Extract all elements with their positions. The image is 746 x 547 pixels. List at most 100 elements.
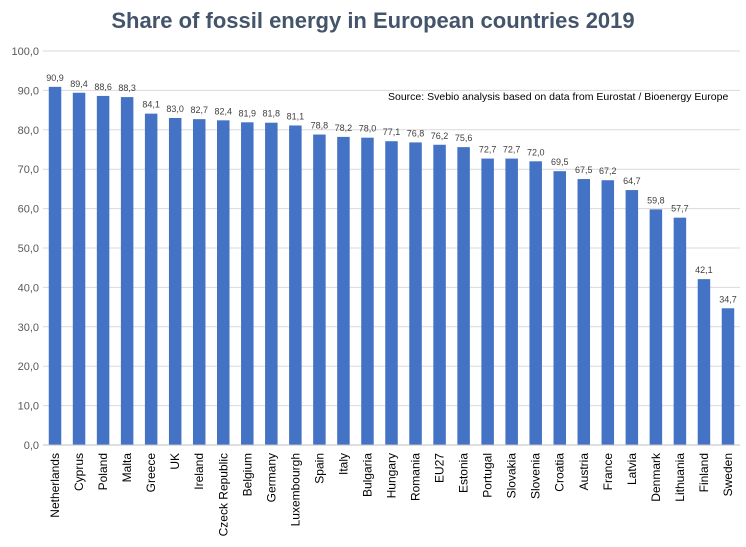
x-tick-label: Finland [697, 453, 711, 492]
data-label: 78,8 [311, 121, 329, 131]
x-tick-label: Germany [264, 453, 278, 502]
bar [120, 97, 134, 446]
x-tick-label: France [601, 453, 615, 491]
bar [553, 171, 566, 446]
data-label: 67,2 [599, 166, 617, 176]
x-tick-label: Luxembourgh [288, 453, 302, 526]
y-tick-label: 60,0 [18, 204, 39, 216]
bar [168, 117, 182, 445]
data-label: 81,9 [239, 108, 257, 118]
x-tick-label: Greece [144, 453, 158, 493]
data-label: 75,6 [455, 133, 473, 143]
x-tick-label: Estonia [457, 453, 471, 493]
data-label: 82,4 [214, 106, 232, 116]
x-tick-label: Italy [336, 453, 350, 475]
y-tick-label: 100,0 [11, 46, 39, 58]
data-label: 34,7 [719, 294, 737, 304]
bar [72, 92, 86, 445]
data-label: 67,5 [575, 165, 593, 175]
y-tick-label: 90,0 [18, 85, 39, 97]
x-tick-label: Belgium [240, 453, 254, 496]
y-tick-label: 30,0 [18, 322, 39, 334]
y-tick-label: 0,0 [24, 440, 39, 452]
data-label: 64,7 [623, 176, 641, 186]
data-label: 59,8 [647, 195, 665, 205]
x-tick-label: Spain [312, 453, 326, 484]
data-label: 82,7 [190, 105, 208, 115]
y-tick-label: 40,0 [18, 282, 39, 294]
bar [601, 180, 615, 445]
x-tick-label: Latvia [625, 453, 639, 485]
data-label: 78,0 [359, 124, 377, 134]
bar [385, 141, 398, 445]
bar [577, 179, 591, 446]
x-tick-label: Malta [120, 453, 134, 483]
data-label: 72,7 [503, 145, 521, 155]
x-tick-label: Austria [577, 453, 591, 491]
data-label: 72,0 [527, 147, 545, 157]
bar [192, 119, 206, 446]
data-label: 78,2 [335, 123, 353, 133]
bar [529, 161, 542, 445]
source-annotation: Source: Svebio analysis based on data fr… [388, 91, 729, 103]
x-tick-label: Hungary [385, 453, 399, 498]
data-label: 57,7 [671, 204, 689, 214]
x-tick-label: Slovenia [529, 453, 543, 499]
x-tick-label: Poland [96, 453, 110, 490]
bar [96, 95, 110, 445]
bar [289, 125, 302, 445]
x-tick-label: UK [168, 453, 182, 470]
bar [697, 279, 711, 445]
bar [48, 86, 62, 445]
x-tick-label: EU27 [433, 453, 447, 483]
x-tick-label: Lithuania [673, 453, 687, 502]
x-tick-label: Ireland [192, 453, 206, 490]
bar [217, 120, 230, 446]
data-label: 76,8 [407, 128, 425, 138]
bar [481, 158, 494, 445]
bar [649, 209, 663, 445]
bar [457, 147, 470, 446]
bar [625, 190, 639, 445]
x-tick-label: Bulgaria [360, 453, 374, 497]
y-tick-label: 50,0 [18, 243, 39, 255]
bar [337, 136, 350, 445]
bar [313, 134, 326, 445]
data-label: 77,1 [383, 127, 401, 137]
data-label: 76,2 [431, 131, 449, 141]
data-label: 89,4 [70, 79, 88, 89]
data-label: 69,5 [551, 157, 569, 167]
x-tick-label: Portugal [481, 453, 495, 498]
x-tick-label: Denmark [649, 452, 663, 502]
data-label: 88,3 [118, 83, 136, 93]
data-label: 81,8 [263, 109, 281, 119]
data-label: 42,1 [695, 265, 713, 275]
y-tick-label: 70,0 [18, 164, 39, 176]
x-tick-label: Croatia [553, 453, 567, 492]
data-label: 90,9 [46, 73, 64, 83]
bar [409, 142, 422, 445]
data-label: 72,7 [479, 145, 497, 155]
x-tick-label: Czeck Republic [216, 453, 230, 536]
data-label: 88,6 [94, 82, 112, 92]
y-tick-label: 20,0 [18, 361, 39, 373]
data-label: 84,1 [142, 100, 160, 110]
bar [144, 113, 158, 446]
x-tick-label: Romania [409, 453, 423, 501]
bar [361, 137, 374, 445]
bar [721, 308, 735, 445]
data-label: 83,0 [166, 104, 184, 114]
data-label: 81,1 [287, 111, 305, 121]
y-tick-label: 10,0 [18, 401, 39, 413]
x-tick-label: Slovakia [505, 453, 519, 499]
bar [241, 122, 254, 446]
bar [433, 144, 446, 445]
y-tick-label: 80,0 [18, 125, 39, 137]
x-tick-label: Netherlands [48, 453, 62, 518]
bar [505, 158, 518, 445]
bar [265, 122, 278, 445]
chart-title: Share of fossil energy in European count… [111, 8, 635, 33]
x-tick-label: Cyprus [72, 453, 86, 491]
